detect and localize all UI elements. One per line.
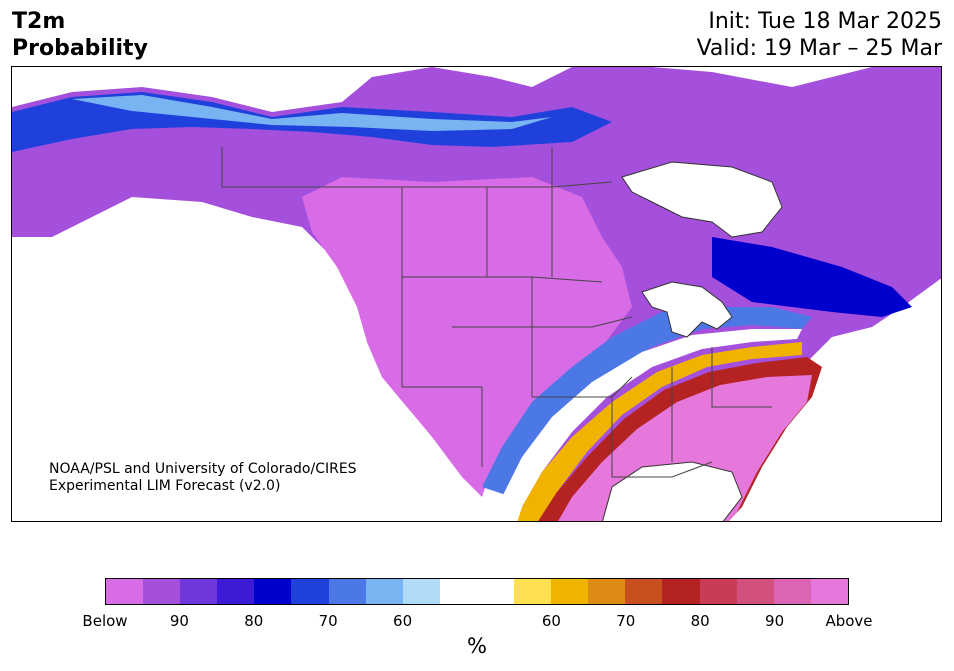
colorbar-tick-label: 70 — [616, 612, 636, 630]
init-date: Init: Tue 18 Mar 2025 — [708, 9, 942, 34]
colorbar-tick-label: 90 — [169, 612, 189, 630]
colorbar-tick-label: 70 — [318, 612, 338, 630]
colorbar-tick-label: 90 — [765, 612, 785, 630]
colorbar-segment — [699, 579, 737, 604]
colorbar-segment — [402, 579, 440, 604]
colorbar-tick-label: 60 — [541, 612, 561, 630]
colorbar-segment — [551, 579, 589, 604]
colorbar-tick-label: 80 — [690, 612, 710, 630]
colorbar-segment — [217, 579, 255, 604]
great-lakes — [641, 281, 733, 338]
valid-range: Valid: 19 Mar – 25 Mar — [696, 36, 942, 61]
credit-line-2: Experimental LIM Forecast (v2.0) — [49, 478, 281, 494]
transition-white — [502, 329, 802, 507]
colorbar-segment — [588, 579, 626, 604]
colorbar-unit: % — [467, 634, 487, 658]
product-label: Probability — [12, 36, 148, 61]
map-canvas — [12, 67, 941, 521]
transition-yellow — [517, 342, 802, 521]
colorbar-segment — [106, 579, 144, 604]
colorbar-tick-label: Above — [825, 612, 873, 630]
colorbar-segment — [662, 579, 700, 604]
map-title: T2m Probability — [12, 8, 148, 62]
colorbar-segment — [476, 579, 515, 604]
colorbar-segment — [254, 579, 292, 604]
below-normal-east-band — [712, 237, 912, 317]
below-normal-west — [302, 177, 632, 497]
colorbar-segment — [143, 579, 181, 604]
forecast-map — [11, 66, 942, 522]
colorbar-segment — [625, 579, 663, 604]
below-normal-north-core — [72, 95, 552, 131]
variable-label: T2m — [12, 9, 66, 34]
colorbar-tick-label: 60 — [393, 612, 413, 630]
colorbar-segment — [810, 579, 848, 604]
colorbar-segment — [439, 579, 477, 604]
credit-text: NOAA/PSL and University of Colorado/CIRE… — [49, 461, 357, 495]
colorbar-segment — [328, 579, 366, 604]
colorbar-segment — [514, 579, 552, 604]
colorbar-segment — [291, 579, 329, 604]
colorbar-segment — [180, 579, 218, 604]
colorbar-tick-label: 80 — [244, 612, 264, 630]
political-borders — [221, 147, 772, 478]
forecast-dates: Init: Tue 18 Mar 2025 Valid: 19 Mar – 25… — [697, 8, 942, 62]
colorbar-segment — [736, 579, 774, 604]
credit-line-1: NOAA/PSL and University of Colorado/CIRE… — [49, 461, 357, 477]
colorbar-tick-label: Below — [82, 612, 128, 630]
colorbar-segment — [773, 579, 811, 604]
hudson-bay — [621, 161, 783, 238]
colorbar-segment — [365, 579, 403, 604]
colorbar — [105, 578, 849, 605]
